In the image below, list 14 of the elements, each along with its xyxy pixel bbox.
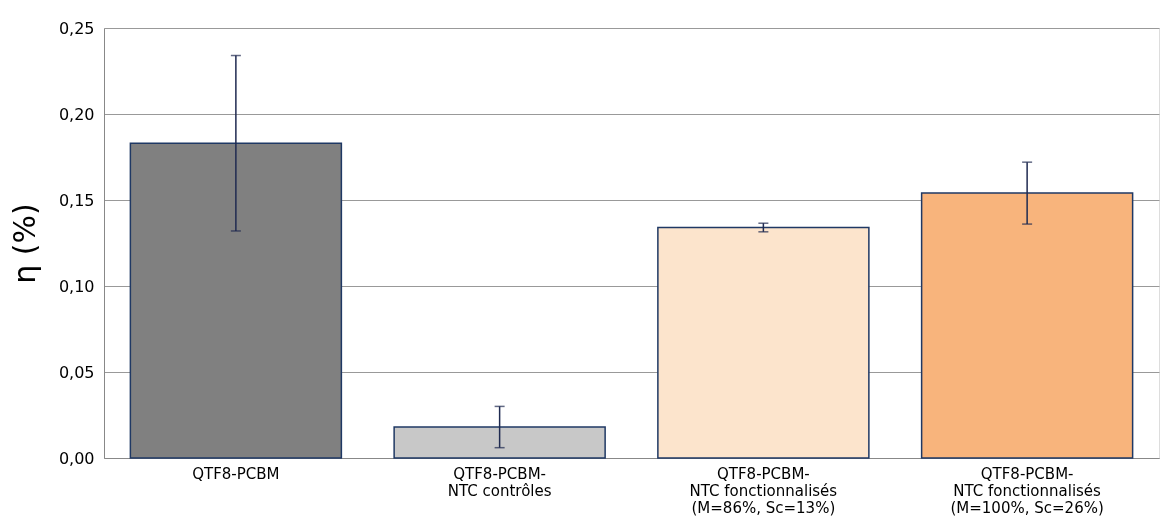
y-tick-label: 0,00 xyxy=(58,448,95,468)
y-tick-label: 0,20 xyxy=(58,104,95,124)
bar xyxy=(393,426,606,459)
y-tick-label: 0,15 xyxy=(58,190,95,210)
y-axis-title: η (%) xyxy=(6,203,42,284)
x-tick-label: QTF8-PCBM- NTC fonctionnalisés (M=100%, Sc=26%) xyxy=(950,464,1104,517)
bar xyxy=(920,192,1134,459)
y-tick-label: 0,10 xyxy=(58,276,95,296)
x-tick-label: QTF8-PCBM xyxy=(192,464,280,483)
x-tick-label: QTF8-PCBM- NTC contrôles xyxy=(447,464,552,500)
y-tick-label: 0,05 xyxy=(58,362,95,382)
y-tick-label: 0,25 xyxy=(58,18,95,38)
bar xyxy=(657,226,870,459)
x-tick-label: QTF8-PCBM- NTC fonctionnalisés (M=86%, Sc=13%) xyxy=(689,464,838,517)
